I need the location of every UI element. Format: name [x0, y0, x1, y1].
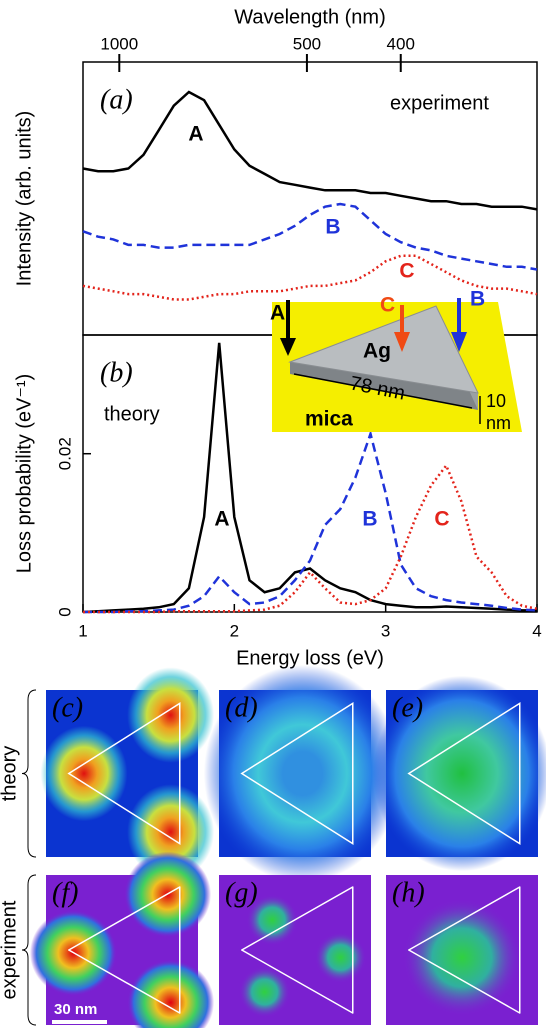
material-label: Ag — [363, 340, 391, 363]
panel-label: (d) — [225, 692, 258, 723]
row-label: theory — [0, 746, 20, 802]
thickness-label: 10 — [486, 391, 506, 411]
beam-label: C — [380, 294, 395, 317]
y-tick-label: 0.02 — [55, 437, 74, 470]
annotation: theory — [104, 403, 160, 425]
beam-arrowhead — [451, 332, 467, 352]
annotation: experiment — [390, 92, 489, 114]
y-axis-label: Intensity (arb. units) — [13, 111, 35, 287]
data-line — [83, 429, 538, 614]
inset-diagram: A C B Ag 78 nm 10 nm mica — [270, 288, 522, 433]
brace — [21, 874, 37, 1026]
beam-label: B — [470, 288, 485, 311]
map-intensity — [127, 959, 215, 1033]
x2-tick-label: 400 — [387, 34, 415, 53]
data-line — [83, 463, 538, 614]
x-tick-label: 1 — [78, 621, 87, 640]
flake-outline — [67, 701, 181, 846]
substrate-label: mica — [305, 408, 353, 431]
map-intensity — [203, 664, 402, 883]
y-tick-label: 0 — [55, 607, 74, 616]
series-label: B — [325, 216, 340, 239]
map-intensity — [238, 966, 291, 1018]
map-intensity — [127, 667, 215, 763]
flake-outline — [68, 886, 181, 1014]
data-line — [82, 202, 538, 271]
flake-outline — [241, 886, 354, 1014]
panel-label: (e) — [392, 692, 423, 723]
beam-arrowhead — [280, 338, 296, 356]
panel-label: (g) — [225, 877, 258, 908]
brace — [21, 689, 37, 858]
flake-outline — [408, 886, 521, 1014]
flake-outline — [407, 701, 521, 846]
charts: (a) experiment Intensity (arb. units) 1000 5… — [13, 6, 541, 669]
panel-label: (c) — [52, 692, 83, 723]
thickness-label: nm — [486, 413, 511, 433]
panel-label: (f) — [52, 877, 78, 908]
x2-axis-label: Wavelength (nm) — [234, 6, 386, 28]
series-label: B — [362, 508, 377, 531]
beam-label: A — [270, 302, 285, 325]
dimension-line — [293, 373, 473, 409]
x-tick-label: 2 — [230, 621, 239, 640]
row-label: experiment — [0, 900, 20, 999]
silver-flake — [288, 305, 479, 394]
series-label: C — [434, 508, 449, 531]
scale-bar — [52, 1020, 107, 1024]
panel-label: (a) — [100, 84, 133, 115]
flake-outline — [240, 701, 354, 846]
x-tick-label: 3 — [381, 621, 390, 640]
series-label: A — [188, 123, 203, 146]
series-label: C — [399, 260, 414, 283]
series-label: A — [214, 508, 229, 531]
panel-label: (h) — [392, 877, 425, 908]
data-line — [82, 342, 537, 614]
x2-tick-label: 500 — [293, 34, 321, 53]
map-intensity — [314, 932, 367, 983]
panel-label: (b) — [100, 357, 133, 388]
maps: theory (c) (d) (e) experiment (f) (g) (h) 30 nm — [0, 664, 546, 1033]
map-intensity — [373, 675, 546, 872]
x2-tick-label: 1000 — [100, 34, 138, 53]
beam-arrowhead — [394, 332, 410, 352]
scale-bar-label: 30 nm — [54, 1001, 97, 1018]
x-axis-label: Energy loss (eV) — [236, 647, 384, 669]
data-line — [82, 90, 538, 211]
data-line — [82, 254, 538, 301]
flake-side — [290, 362, 478, 410]
x-tick-label: 4 — [532, 621, 541, 640]
map-intensity — [40, 725, 128, 822]
map-intensity — [402, 899, 522, 1016]
y-axis-label: Loss probability (eV⁻¹) — [13, 374, 35, 574]
map-intensity — [246, 894, 298, 946]
